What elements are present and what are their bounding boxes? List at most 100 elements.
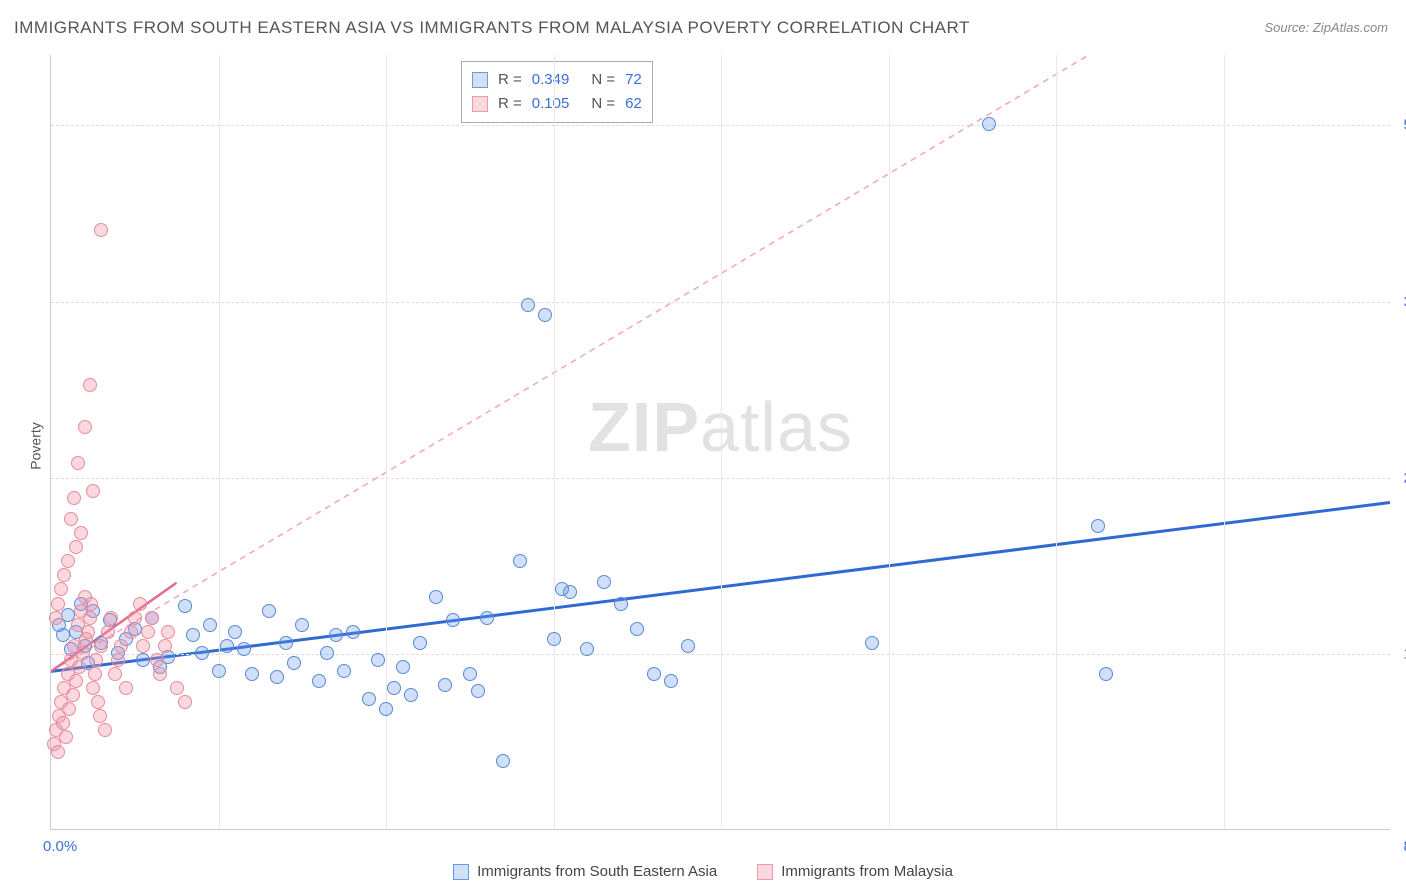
gridline-v	[889, 55, 890, 829]
legend-label-pink: Immigrants from Malaysia	[781, 863, 953, 880]
n-value-pink: 62	[625, 92, 642, 116]
scatter-point	[158, 639, 172, 653]
swatch-pink	[472, 96, 488, 112]
scatter-point	[413, 636, 427, 650]
scatter-point	[195, 646, 209, 660]
scatter-point	[480, 611, 494, 625]
scatter-point	[57, 568, 71, 582]
n-label: N =	[591, 68, 615, 92]
scatter-point	[153, 667, 167, 681]
scatter-point	[86, 484, 100, 498]
scatter-point	[161, 625, 175, 639]
scatter-point	[101, 625, 115, 639]
source-attribution: Source: ZipAtlas.com	[1264, 20, 1388, 35]
scatter-point	[91, 695, 105, 709]
scatter-point	[538, 308, 552, 322]
scatter-point	[141, 625, 155, 639]
scatter-point	[78, 420, 92, 434]
scatter-point	[630, 622, 644, 636]
r-label: R =	[498, 68, 522, 92]
scatter-point	[438, 678, 452, 692]
x-tick-min: 0.0%	[43, 838, 77, 855]
gridline-v	[554, 55, 555, 829]
scatter-point	[329, 628, 343, 642]
scatter-point	[471, 684, 485, 698]
scatter-point	[521, 298, 535, 312]
scatter-point	[74, 526, 88, 540]
scatter-point	[94, 223, 108, 237]
scatter-point	[150, 653, 164, 667]
scatter-point	[429, 590, 443, 604]
watermark-bold: ZIP	[588, 388, 700, 466]
scatter-point	[614, 597, 628, 611]
scatter-point	[379, 702, 393, 716]
scatter-point	[83, 611, 97, 625]
scatter-point	[49, 611, 63, 625]
scatter-point	[67, 491, 81, 505]
scatter-point	[145, 611, 159, 625]
scatter-point	[72, 660, 86, 674]
gridline-v	[721, 55, 722, 829]
scatter-point	[76, 646, 90, 660]
scatter-point	[1091, 519, 1105, 533]
plot-area: ZIPatlas R = 0.349 N = 72 R = 0.105 N = …	[50, 55, 1390, 830]
scatter-point	[547, 632, 561, 646]
scatter-point	[186, 628, 200, 642]
scatter-point	[81, 625, 95, 639]
scatter-point	[114, 639, 128, 653]
stats-legend-box: R = 0.349 N = 72 R = 0.105 N = 62	[461, 61, 653, 123]
scatter-point	[396, 660, 410, 674]
scatter-point	[62, 702, 76, 716]
scatter-point	[94, 639, 108, 653]
scatter-point	[362, 692, 376, 706]
scatter-point	[664, 674, 678, 688]
scatter-point	[54, 582, 68, 596]
scatter-point	[136, 653, 150, 667]
scatter-point	[337, 664, 351, 678]
stats-row-blue: R = 0.349 N = 72	[472, 68, 642, 92]
scatter-point	[212, 664, 226, 678]
scatter-point	[463, 667, 477, 681]
scatter-point	[371, 653, 385, 667]
scatter-point	[71, 456, 85, 470]
scatter-point	[88, 667, 102, 681]
scatter-point	[128, 611, 142, 625]
scatter-point	[89, 653, 103, 667]
scatter-point	[496, 754, 510, 768]
scatter-point	[580, 642, 594, 656]
scatter-point	[64, 512, 78, 526]
scatter-point	[446, 613, 460, 627]
scatter-point	[237, 642, 251, 656]
scatter-point	[312, 674, 326, 688]
scatter-point	[170, 681, 184, 695]
scatter-point	[59, 730, 73, 744]
scatter-point	[119, 681, 133, 695]
scatter-point	[178, 695, 192, 709]
scatter-point	[124, 625, 138, 639]
scatter-point	[295, 618, 309, 632]
scatter-point	[69, 540, 83, 554]
scatter-point	[287, 656, 301, 670]
scatter-point	[404, 688, 418, 702]
r-label: R =	[498, 92, 522, 116]
scatter-point	[104, 611, 118, 625]
swatch-pink	[757, 864, 773, 880]
scatter-point	[61, 554, 75, 568]
swatch-blue	[453, 864, 469, 880]
n-label: N =	[591, 92, 615, 116]
scatter-point	[982, 117, 996, 131]
watermark-light: atlas	[700, 388, 853, 466]
scatter-point	[51, 745, 65, 759]
scatter-point	[279, 636, 293, 650]
scatter-point	[66, 688, 80, 702]
swatch-blue	[472, 72, 488, 88]
scatter-point	[1099, 667, 1113, 681]
scatter-point	[228, 625, 242, 639]
scatter-point	[563, 585, 577, 599]
scatter-point	[83, 378, 97, 392]
chart-title: IMMIGRANTS FROM SOUTH EASTERN ASIA VS IM…	[14, 18, 970, 38]
scatter-point	[513, 554, 527, 568]
gridline-v	[1056, 55, 1057, 829]
scatter-point	[56, 628, 70, 642]
gridline-v	[219, 55, 220, 829]
